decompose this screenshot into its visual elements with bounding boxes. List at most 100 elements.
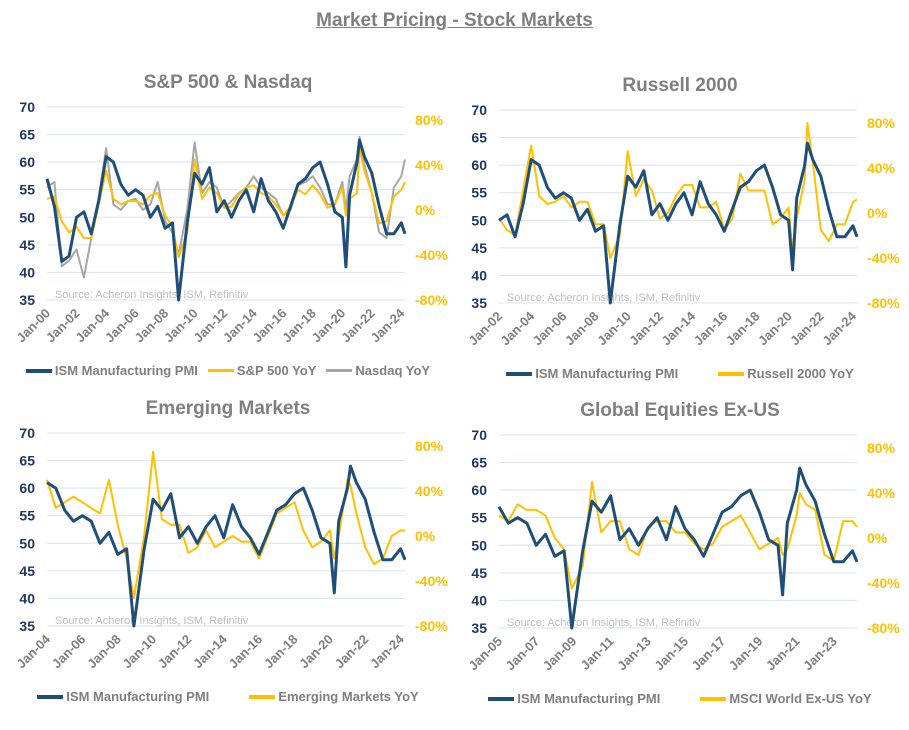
- x-axis-tick-label: Jan-22: [787, 309, 827, 349]
- legend-swatch: [506, 371, 533, 376]
- x-axis-tick-label: Jan-08: [84, 632, 124, 672]
- legend-item-russell: Russell 2000 YoY: [718, 366, 854, 381]
- right-axis-tick-label: 40%: [415, 157, 444, 173]
- x-axis-tick-label: Jan-05: [465, 634, 505, 674]
- legend-label: S&P 500 YoY: [236, 363, 317, 378]
- chart-svg: 3540455055606570-80%-40%0%40%80%Jan-02Ja…: [465, 102, 900, 349]
- legend: ISM Manufacturing PMI MSCI World Ex-US Y…: [452, 691, 908, 706]
- left-axis-tick-label: 45: [19, 237, 35, 253]
- series-line-ism-manufacturing-pmi: [498, 141, 859, 305]
- right-axis-tick-label: -80%: [415, 292, 448, 308]
- chart-russell-2000: Russell 2000 ISM Manufacturing PMI Russe…: [452, 63, 908, 393]
- x-axis-tick-label: Jan-14: [658, 308, 698, 348]
- right-axis-tick-label: 80%: [415, 438, 444, 454]
- right-axis-tick-label: 0%: [415, 528, 436, 544]
- page-title: Market Pricing - Stock Markets: [316, 10, 593, 31]
- x-axis-tick-label: Jan-22: [332, 632, 372, 672]
- series-line-russell-2000-yoy: [498, 122, 858, 259]
- x-axis-tick-label: Jan-14: [190, 631, 230, 671]
- right-axis-tick-label: -40%: [415, 573, 448, 589]
- source-note: Source: Acheron Insights, ISM, Refinitiv: [507, 617, 701, 629]
- chart-global-equities-ex-us: Global Equities Ex-US ISM Manufacturing …: [452, 388, 908, 718]
- x-axis-tick-label: Jan-04: [498, 308, 538, 348]
- legend: ISM Manufacturing PMI S&P 500 YoY Nasdaq…: [0, 363, 456, 378]
- left-axis-tick-label: 35: [19, 292, 35, 308]
- legend: ISM Manufacturing PMI Emerging Markets Y…: [0, 689, 456, 704]
- x-axis-tick-label: Jan-10: [119, 632, 159, 672]
- source-note: Source: Acheron Insights, ISM, Refinitiv: [55, 615, 249, 627]
- left-axis-tick-label: 60: [471, 482, 487, 498]
- x-axis-tick-label: Jan-10: [594, 309, 634, 349]
- x-axis-tick-label: Jan-12: [155, 632, 195, 672]
- x-axis-tick-label: Jan-20: [296, 632, 336, 672]
- legend-swatch: [718, 371, 745, 376]
- chart-sp500-nasdaq: S&P 500 & Nasdaq ISM Manufacturing PMI S…: [0, 60, 456, 390]
- series-line-ism-manufacturing-pmi: [497, 466, 859, 630]
- right-axis-tick-label: 80%: [867, 440, 896, 456]
- legend-swatch: [488, 696, 515, 701]
- right-axis-tick-label: 80%: [867, 115, 896, 131]
- right-axis-tick-label: -80%: [415, 618, 448, 634]
- x-axis-tick-label: Jan-18: [723, 309, 763, 349]
- left-axis-tick-label: 50: [471, 537, 487, 553]
- legend-label: ISM Manufacturing PMI: [535, 366, 679, 381]
- legend-item-msci: MSCI World Ex-US YoY: [700, 691, 872, 706]
- right-axis-tick-label: -40%: [867, 575, 900, 591]
- series-line-s-p-500-yoy: [46, 147, 406, 259]
- legend-label: Emerging Markets YoY: [278, 689, 419, 704]
- left-axis-tick-label: 65: [19, 453, 35, 469]
- x-axis-tick-label: Jan-23: [800, 634, 840, 674]
- chart-title: Russell 2000: [622, 75, 738, 96]
- left-axis-tick-label: 50: [19, 209, 35, 225]
- legend-label: ISM Manufacturing PMI: [517, 691, 661, 706]
- left-axis-tick-label: 40: [471, 592, 487, 608]
- legend-label: ISM Manufacturing PMI: [54, 363, 198, 378]
- right-axis-tick-label: -80%: [867, 620, 900, 636]
- x-axis-tick-label: Jan-15: [651, 634, 691, 674]
- left-axis-tick-label: 35: [471, 295, 487, 311]
- legend-item-ism: ISM Manufacturing PMI: [488, 691, 660, 706]
- right-axis-tick-label: 40%: [415, 483, 444, 499]
- left-axis-tick-label: 65: [19, 127, 35, 143]
- left-axis-tick-label: 45: [19, 563, 35, 579]
- right-axis-tick-label: 0%: [867, 530, 888, 546]
- x-axis-tick-label: Jan-07: [503, 634, 543, 674]
- left-axis-tick-label: 65: [471, 455, 487, 471]
- right-axis-tick-label: 40%: [867, 160, 896, 176]
- left-axis-tick-label: 60: [19, 480, 35, 496]
- legend-swatch: [700, 696, 727, 701]
- chart-svg: 3540455055606570-80%-40%0%40%80%Jan-00Ja…: [13, 99, 448, 345]
- left-axis-tick-label: 40: [471, 267, 487, 283]
- legend-label: Nasdaq YoY: [355, 363, 431, 378]
- chart-svg: 3540455055606570-80%-40%0%40%80%Jan-05Ja…: [465, 427, 900, 674]
- right-axis-tick-label: 40%: [867, 485, 896, 501]
- left-axis-tick-label: 55: [471, 510, 487, 526]
- legend-item-nasdaq: Nasdaq YoY: [326, 363, 430, 378]
- x-axis-tick-label: Jan-09: [540, 634, 580, 674]
- legend-label: MSCI World Ex-US YoY: [729, 691, 872, 706]
- left-axis-tick-label: 60: [19, 154, 35, 170]
- right-axis-tick-label: -40%: [867, 250, 900, 266]
- legend-label: ISM Manufacturing PMI: [66, 689, 210, 704]
- left-axis-tick-label: 55: [471, 185, 487, 201]
- left-axis-tick-label: 50: [471, 212, 487, 228]
- left-axis-tick-label: 40: [19, 590, 35, 606]
- chart-title: Global Equities Ex-US: [580, 400, 780, 421]
- left-axis-tick-label: 70: [471, 427, 487, 443]
- x-axis-tick-label: Jan-11: [577, 634, 616, 673]
- right-axis-tick-label: -80%: [867, 295, 900, 311]
- left-axis-tick-label: 70: [19, 99, 35, 115]
- left-axis-tick-label: 50: [19, 535, 35, 551]
- legend-label: Russell 2000 YoY: [747, 366, 854, 381]
- left-axis-tick-label: 55: [19, 508, 35, 524]
- x-axis-tick-label: Jan-08: [562, 309, 602, 349]
- legend-item-em: Emerging Markets YoY: [249, 689, 419, 704]
- x-axis-tick-label: Jan-24: [368, 305, 408, 345]
- x-axis-tick-label: Jan-06: [530, 309, 570, 349]
- x-axis-tick-label: Jan-20: [755, 309, 795, 349]
- source-note: Source: Acheron Insights, ISM, Refinitiv: [507, 292, 701, 304]
- chart-emerging-markets: Emerging Markets ISM Manufacturing PMI E…: [0, 386, 456, 716]
- x-axis-tick-label: Jan-13: [614, 634, 654, 674]
- source-note: Source: Acheron Insights, ISM, Refinitiv: [55, 289, 249, 301]
